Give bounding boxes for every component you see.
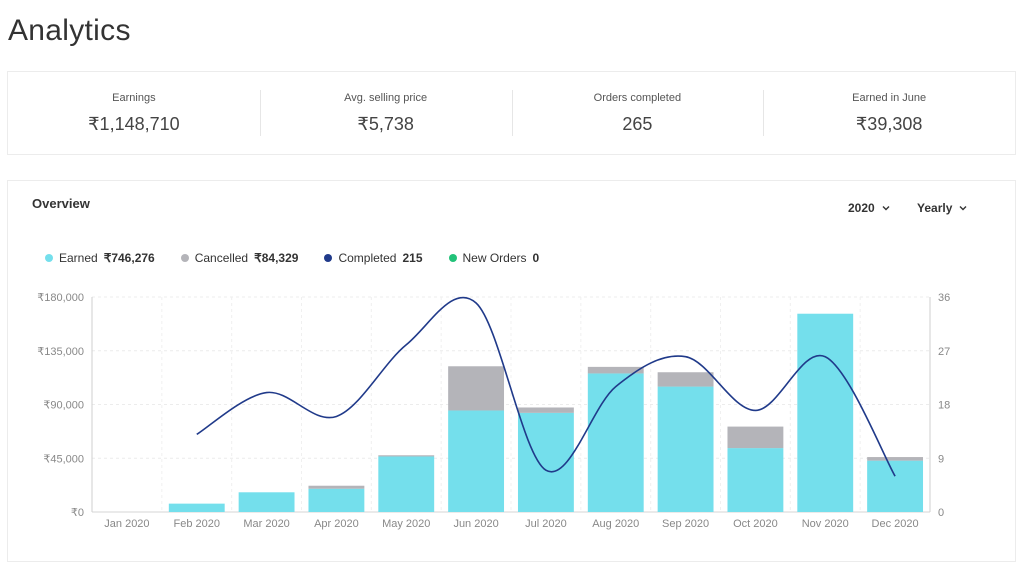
legend-label: Earned: [59, 251, 98, 265]
bar-earned: [308, 488, 365, 512]
bar-cancelled: [587, 366, 644, 374]
bar-cancelled: [867, 457, 924, 461]
stat-value: 265: [622, 113, 653, 134]
bar-earned: [238, 492, 295, 512]
x-tick-label: May 2020: [382, 518, 430, 530]
bar-earned: [517, 412, 574, 512]
legend-dot-icon: [324, 254, 333, 262]
bar-earned: [657, 386, 714, 512]
legend-dot-icon: [448, 254, 457, 262]
y-left-tick-label: ₹0: [71, 507, 84, 519]
legend-value: 215: [402, 251, 423, 265]
stat-earned-in-june: Earned in June ₹39,308: [763, 72, 1015, 154]
stat-label: Earned in June: [852, 91, 927, 104]
x-tick-label: Feb 2020: [174, 518, 220, 530]
legend-label: New Orders: [462, 251, 527, 265]
stat-avg-selling-price: Avg. selling price ₹5,738: [259, 72, 512, 154]
x-tick-label: Sep 2020: [662, 518, 709, 530]
legend-item-earned[interactable]: Earned ₹746,276: [45, 251, 155, 265]
bar-earned: [378, 456, 435, 512]
line-completed: [196, 296, 896, 477]
y-right-tick-label: 27: [938, 346, 950, 358]
legend-value: ₹84,329: [254, 251, 299, 265]
bar-earned: [797, 313, 854, 512]
year-dropdown-label: 2020: [848, 201, 875, 215]
overview-card: Overview 2020 Yearly Earned ₹746,276 Can…: [7, 180, 1016, 562]
y-left-tick-label: ₹135,000: [37, 346, 84, 358]
bar-cancelled: [448, 366, 505, 411]
chevron-down-icon: [882, 206, 890, 211]
x-tick-label: Aug 2020: [592, 518, 639, 530]
x-tick-label: Dec 2020: [872, 518, 919, 530]
y-left-tick-label: ₹180,000: [37, 292, 84, 304]
y-right-tick-label: 36: [938, 292, 950, 304]
overview-title: Overview: [32, 196, 90, 211]
y-right-tick-label: 0: [938, 507, 944, 519]
bar-cancelled: [517, 407, 574, 413]
y-left-tick-label: ₹90,000: [43, 400, 84, 412]
overview-chart: ₹0 0 ₹45,000 9 ₹90,000 18 ₹135,000 27 ₹180,000 36…: [37, 292, 950, 530]
stat-earnings: Earnings ₹1,148,710: [8, 72, 260, 154]
legend-value: ₹746,276: [103, 251, 155, 265]
year-dropdown[interactable]: 2020: [848, 201, 891, 215]
period-dropdown-label: Yearly: [917, 201, 953, 215]
stat-value: ₹39,308: [855, 113, 923, 134]
bar-earned: [727, 448, 784, 512]
y-right-tick-label: 9: [938, 453, 944, 465]
stat-orders-completed: Orders completed 265: [511, 72, 764, 154]
stat-label: Avg. selling price: [344, 91, 428, 104]
stats-summary-card: Earnings ₹1,148,710 Avg. selling price ₹…: [7, 71, 1016, 155]
x-tick-label: Jun 2020: [453, 518, 498, 530]
legend-dot-icon: [180, 254, 189, 262]
page-title: Analytics: [8, 14, 131, 47]
x-tick-label: Mar 2020: [243, 518, 289, 530]
stat-value: ₹5,738: [357, 113, 414, 134]
legend-dot-icon: [45, 254, 53, 262]
bar-earned: [168, 503, 225, 512]
legend-item-cancelled[interactable]: Cancelled ₹84,329: [180, 251, 299, 265]
x-tick-label: Jul 2020: [525, 518, 567, 530]
bar-cancelled: [308, 485, 365, 489]
bar-cancelled: [378, 455, 435, 457]
legend-item-new-orders[interactable]: New Orders 0: [448, 251, 540, 265]
bar-earned: [587, 373, 644, 512]
legend-label: Cancelled: [194, 251, 249, 265]
bar-cancelled: [727, 426, 784, 449]
x-tick-label: Oct 2020: [733, 518, 778, 530]
bar-earned: [448, 410, 505, 512]
x-tick-label: Apr 2020: [314, 518, 359, 530]
chevron-down-icon: [959, 206, 967, 211]
x-tick-label: Nov 2020: [802, 518, 849, 530]
stat-value: ₹1,148,710: [88, 113, 180, 134]
y-left-tick-label: ₹45,000: [43, 453, 84, 465]
bar-cancelled: [657, 372, 714, 387]
y-right-tick-label: 18: [938, 400, 950, 412]
bar-earned: [867, 460, 924, 512]
legend-item-completed[interactable]: Completed 215: [324, 251, 423, 265]
legend-label: Completed: [338, 251, 397, 265]
chart-legend: Earned ₹746,276 Cancelled ₹84,329 Comple…: [45, 251, 539, 265]
legend-value: 0: [532, 251, 540, 265]
period-dropdown[interactable]: Yearly: [917, 201, 968, 215]
stat-label: Orders completed: [593, 91, 682, 104]
stat-label: Earnings: [112, 91, 156, 104]
x-tick-label: Jan 2020: [104, 518, 149, 530]
